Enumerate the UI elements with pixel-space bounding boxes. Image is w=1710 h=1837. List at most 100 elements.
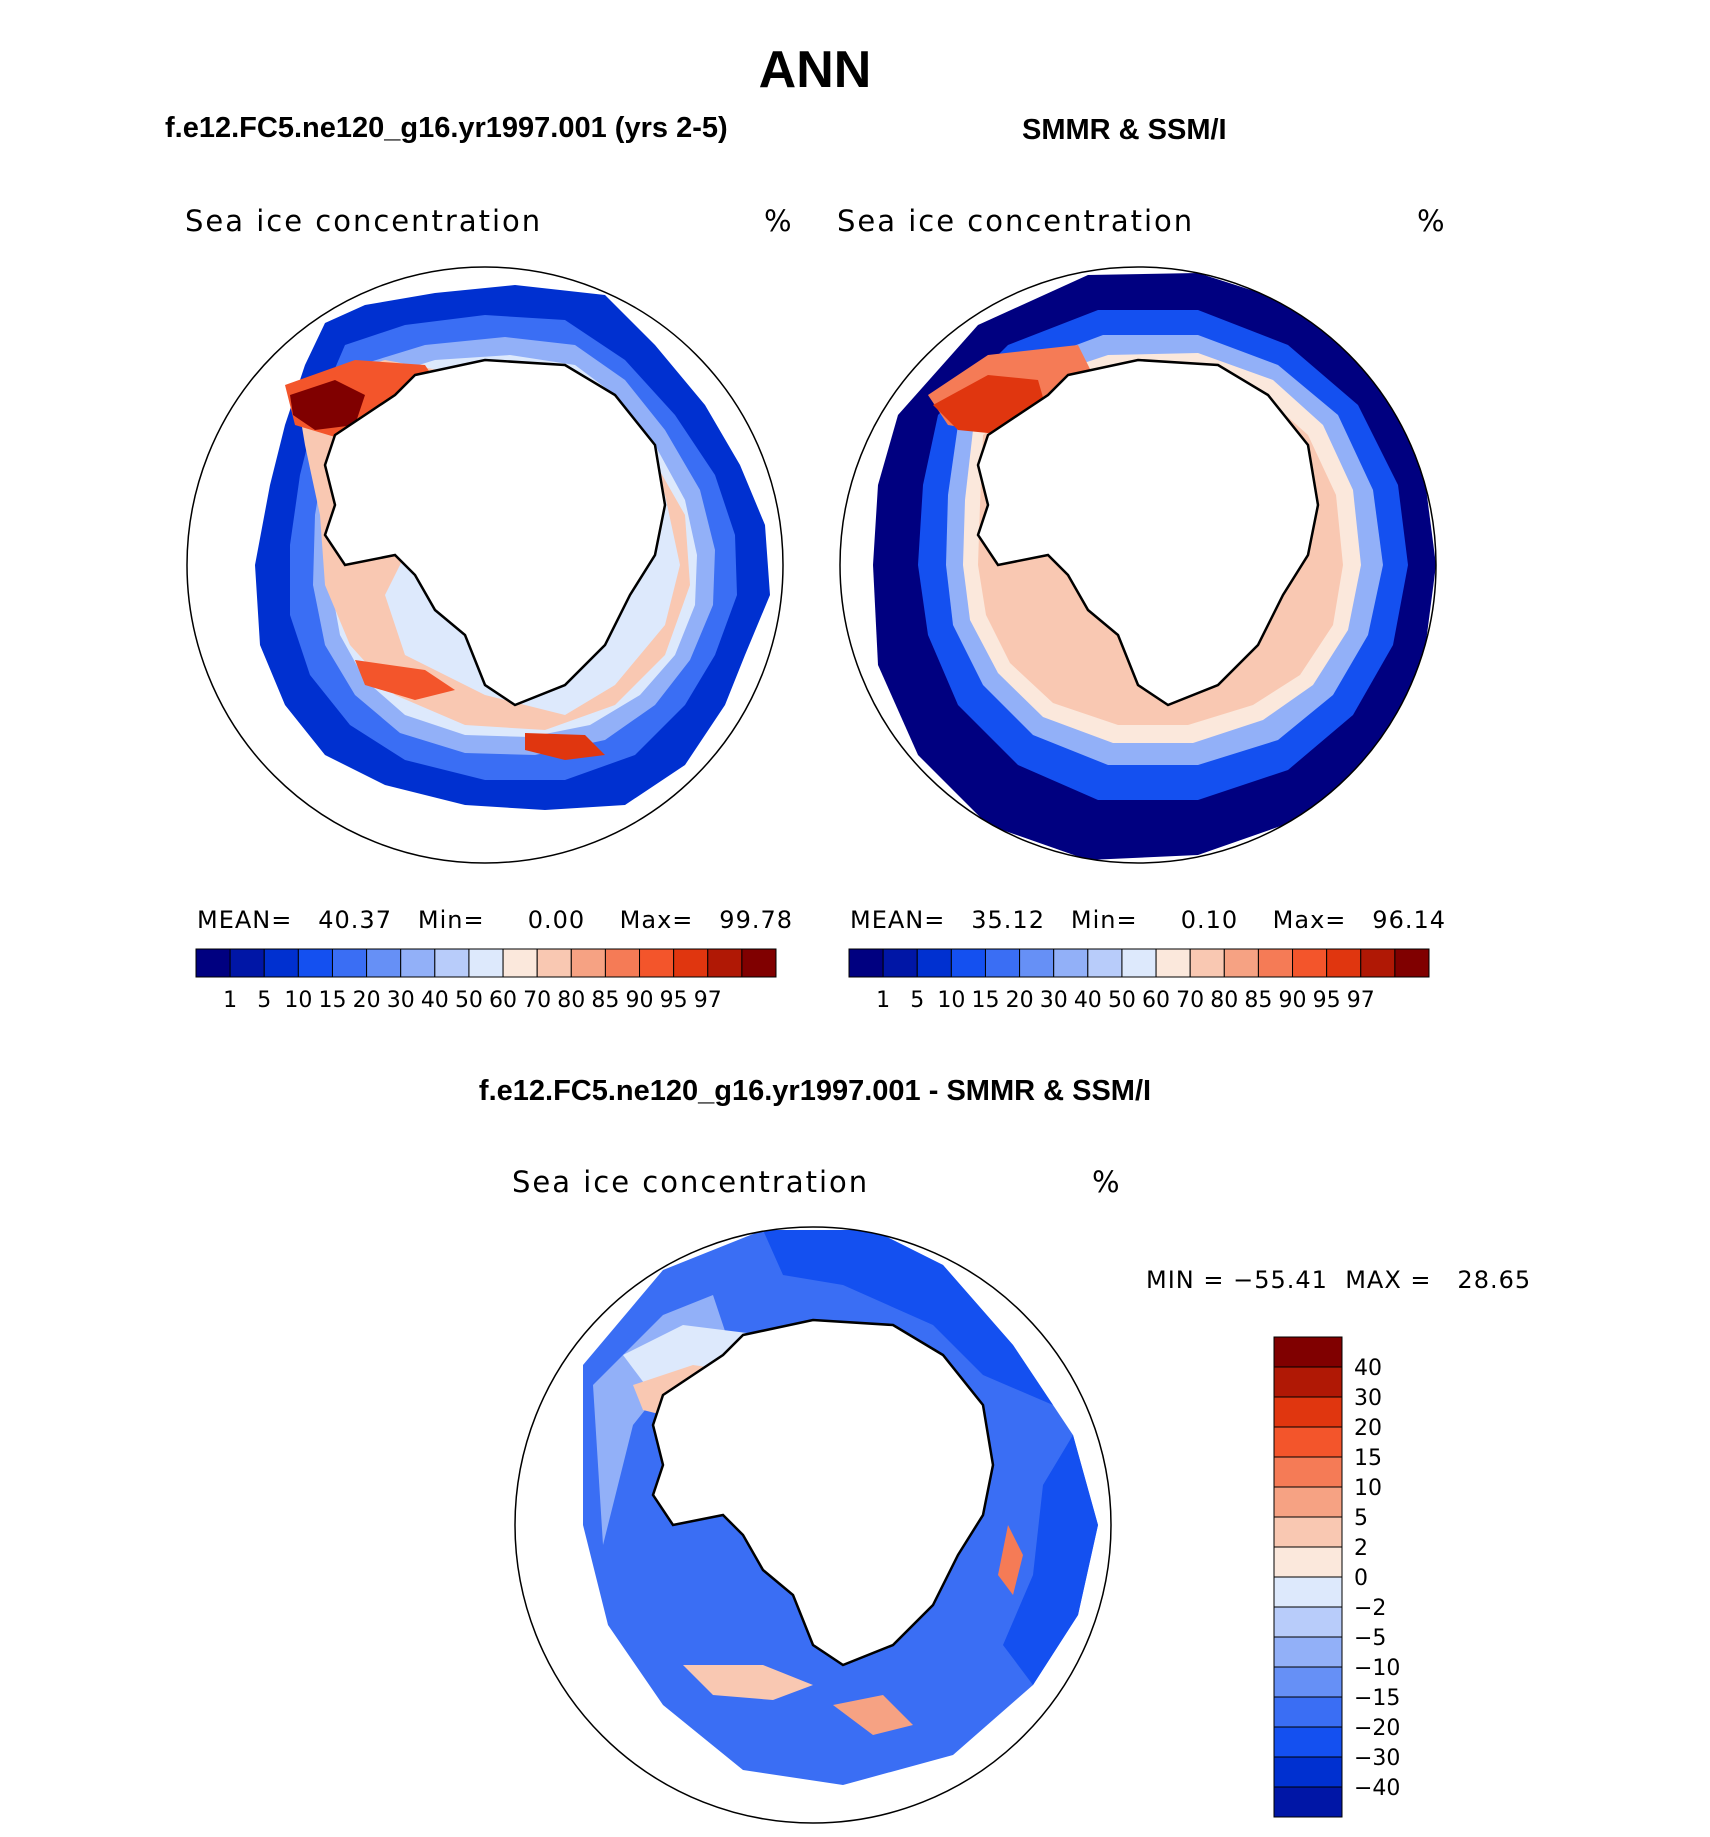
model-colorbar-box xyxy=(604,948,641,978)
obs-colorbar-box xyxy=(1292,948,1328,978)
diff-colorbar-tick-label: 30 xyxy=(1354,1386,1382,1411)
model-min-value: 0.00 xyxy=(527,906,586,934)
diff-colorbar-box xyxy=(1273,1606,1343,1638)
figure-title: ANN xyxy=(758,41,872,99)
diff-colorbar-tick-label: −40 xyxy=(1354,1776,1400,1801)
diff-colorbar-box xyxy=(1273,1576,1343,1608)
diff-colorbar-tick-label: −30 xyxy=(1354,1746,1400,1771)
model-colorbar-box xyxy=(741,948,777,978)
obs-antarctica xyxy=(976,358,1320,707)
obs-max-value: 96.14 xyxy=(1372,906,1447,934)
obs-colorbar-tick-label: 5 xyxy=(910,988,924,1013)
model-antarctica xyxy=(323,358,667,707)
obs-colorbar-tick-label: 60 xyxy=(1142,988,1170,1013)
model-ice-red-2 xyxy=(355,660,455,700)
model-colorbar-box xyxy=(366,948,402,978)
obs-colorbar-box xyxy=(950,948,986,978)
diff-field-pink xyxy=(683,1665,813,1700)
model-stats: MEAN= 40.37 Min= 0.00 Max= 99.78 xyxy=(197,906,793,934)
diff-colorbar-box xyxy=(1273,1696,1343,1728)
obs-mean-value: 35.12 xyxy=(971,906,1045,934)
obs-colorbar-tick-label: 70 xyxy=(1176,988,1204,1013)
diff-colorbar-tick-label: 20 xyxy=(1354,1416,1382,1441)
obs-colorbar-tick-label: 85 xyxy=(1244,988,1272,1013)
diff-colorbar-tick-label: 2 xyxy=(1354,1536,1368,1561)
obs-variable-label: Sea ice concentration xyxy=(837,204,1195,238)
diff-field-dark-2 xyxy=(1003,1435,1098,1685)
model-colorbar-box xyxy=(639,948,675,978)
model-colorbar-tick-label: 90 xyxy=(626,988,654,1013)
model-colorbar-box xyxy=(434,948,470,978)
diff-colorbar-box xyxy=(1273,1636,1343,1668)
obs-colorbar-box xyxy=(1155,948,1191,978)
obs-units-label: % xyxy=(1417,204,1445,238)
model-min-label: Min= xyxy=(417,906,485,934)
model-colorbar-tick-label: 97 xyxy=(694,988,722,1013)
model-colorbar-box xyxy=(331,948,368,978)
diff-map xyxy=(514,1226,1112,1824)
model-colorbar-tick-label: 20 xyxy=(353,988,381,1013)
obs-colorbar-box xyxy=(1360,948,1396,978)
model-colorbar-box xyxy=(673,948,709,978)
obs-colorbar-tick-label: 40 xyxy=(1074,988,1102,1013)
diff-field-dark xyxy=(763,1230,1053,1405)
model-colorbar-tick-label: 60 xyxy=(489,988,517,1013)
obs-colorbar-box xyxy=(1257,948,1294,978)
obs-colorbar-tick-label: 10 xyxy=(937,988,965,1013)
model-ice-darkred xyxy=(290,380,365,430)
model-colorbar-tick-label: 1 xyxy=(223,988,237,1013)
model-colorbar-box xyxy=(707,948,743,978)
obs-colorbar-box xyxy=(1223,948,1259,978)
model-colorbar-box xyxy=(400,948,436,978)
obs-colorbar: 1 5 10 15 20 30 40 50 60 70 80 85 90 95 97 xyxy=(848,948,1430,1013)
diff-colorbar-tick-label: 0 xyxy=(1354,1566,1368,1591)
diff-colorbar-tick-label: −10 xyxy=(1354,1656,1400,1681)
model-map xyxy=(186,266,784,864)
obs-colorbar-tick-label: 97 xyxy=(1347,988,1375,1013)
diff-stats: MIN = −55.41 MAX = 28.65 xyxy=(1146,1266,1531,1294)
model-colorbar-tick-label: 30 xyxy=(387,988,415,1013)
obs-colorbar-box xyxy=(916,948,952,978)
diff-max-label: MAX = xyxy=(1345,1266,1432,1294)
obs-colorbar-tick-label: 95 xyxy=(1313,988,1341,1013)
diff-max-value: 28.65 xyxy=(1457,1266,1532,1294)
obs-colorbar-box xyxy=(1019,948,1055,978)
obs-colorbar-tick-label: 30 xyxy=(1040,988,1068,1013)
model-variable-label: Sea ice concentration xyxy=(185,204,543,238)
model-colorbar-tick-label: 15 xyxy=(318,988,346,1013)
diff-min-label: MIN = xyxy=(1146,1266,1225,1294)
model-colorbar-box xyxy=(229,948,265,978)
diff-colorbar-box xyxy=(1273,1726,1343,1758)
obs-colorbar-tick-label: 1 xyxy=(876,988,890,1013)
diff-colorbar-box xyxy=(1273,1546,1343,1578)
obs-stats: MEAN= 35.12 Min= 0.10 Max= 96.14 xyxy=(850,906,1446,934)
model-colorbar-box xyxy=(536,948,572,978)
obs-mean-label: MEAN= xyxy=(850,906,946,934)
obs-colorbar-box xyxy=(1053,948,1089,978)
model-mean-value: 40.37 xyxy=(318,906,392,934)
model-colorbar-box xyxy=(263,948,299,978)
model-ice-red-3 xyxy=(525,733,605,760)
diff-colorbar-tick-label: −20 xyxy=(1354,1716,1400,1741)
obs-max-label: Max= xyxy=(1272,906,1347,934)
obs-colorbar-box xyxy=(1326,948,1362,978)
model-colorbar-tick-label: 50 xyxy=(455,988,483,1013)
obs-colorbar-tick-label: 50 xyxy=(1108,988,1136,1013)
obs-colorbar-tick-label: 15 xyxy=(971,988,999,1013)
model-colorbar-tick-label: 80 xyxy=(557,988,585,1013)
model-max-value: 99.78 xyxy=(719,906,794,934)
diff-colorbar-box xyxy=(1273,1336,1343,1368)
diff-colorbar-tick-label: −2 xyxy=(1354,1596,1386,1621)
obs-map xyxy=(839,266,1437,864)
diff-colorbar-tick-label: −15 xyxy=(1354,1686,1400,1711)
model-colorbar-box xyxy=(297,948,333,978)
diff-antarctica xyxy=(651,1318,995,1667)
model-colorbar-tick-label: 95 xyxy=(660,988,688,1013)
diff-colorbar-box xyxy=(1273,1756,1343,1788)
diff-colorbar-box xyxy=(1273,1396,1343,1428)
model-colorbar-tick-label: 40 xyxy=(421,988,449,1013)
obs-min-value: 0.10 xyxy=(1180,906,1239,934)
diff-colorbar-tick-label: 40 xyxy=(1354,1356,1382,1381)
model-panel-title: f.e12.FC5.ne120_g16.yr1997.001 (yrs 2-5) xyxy=(165,112,728,144)
